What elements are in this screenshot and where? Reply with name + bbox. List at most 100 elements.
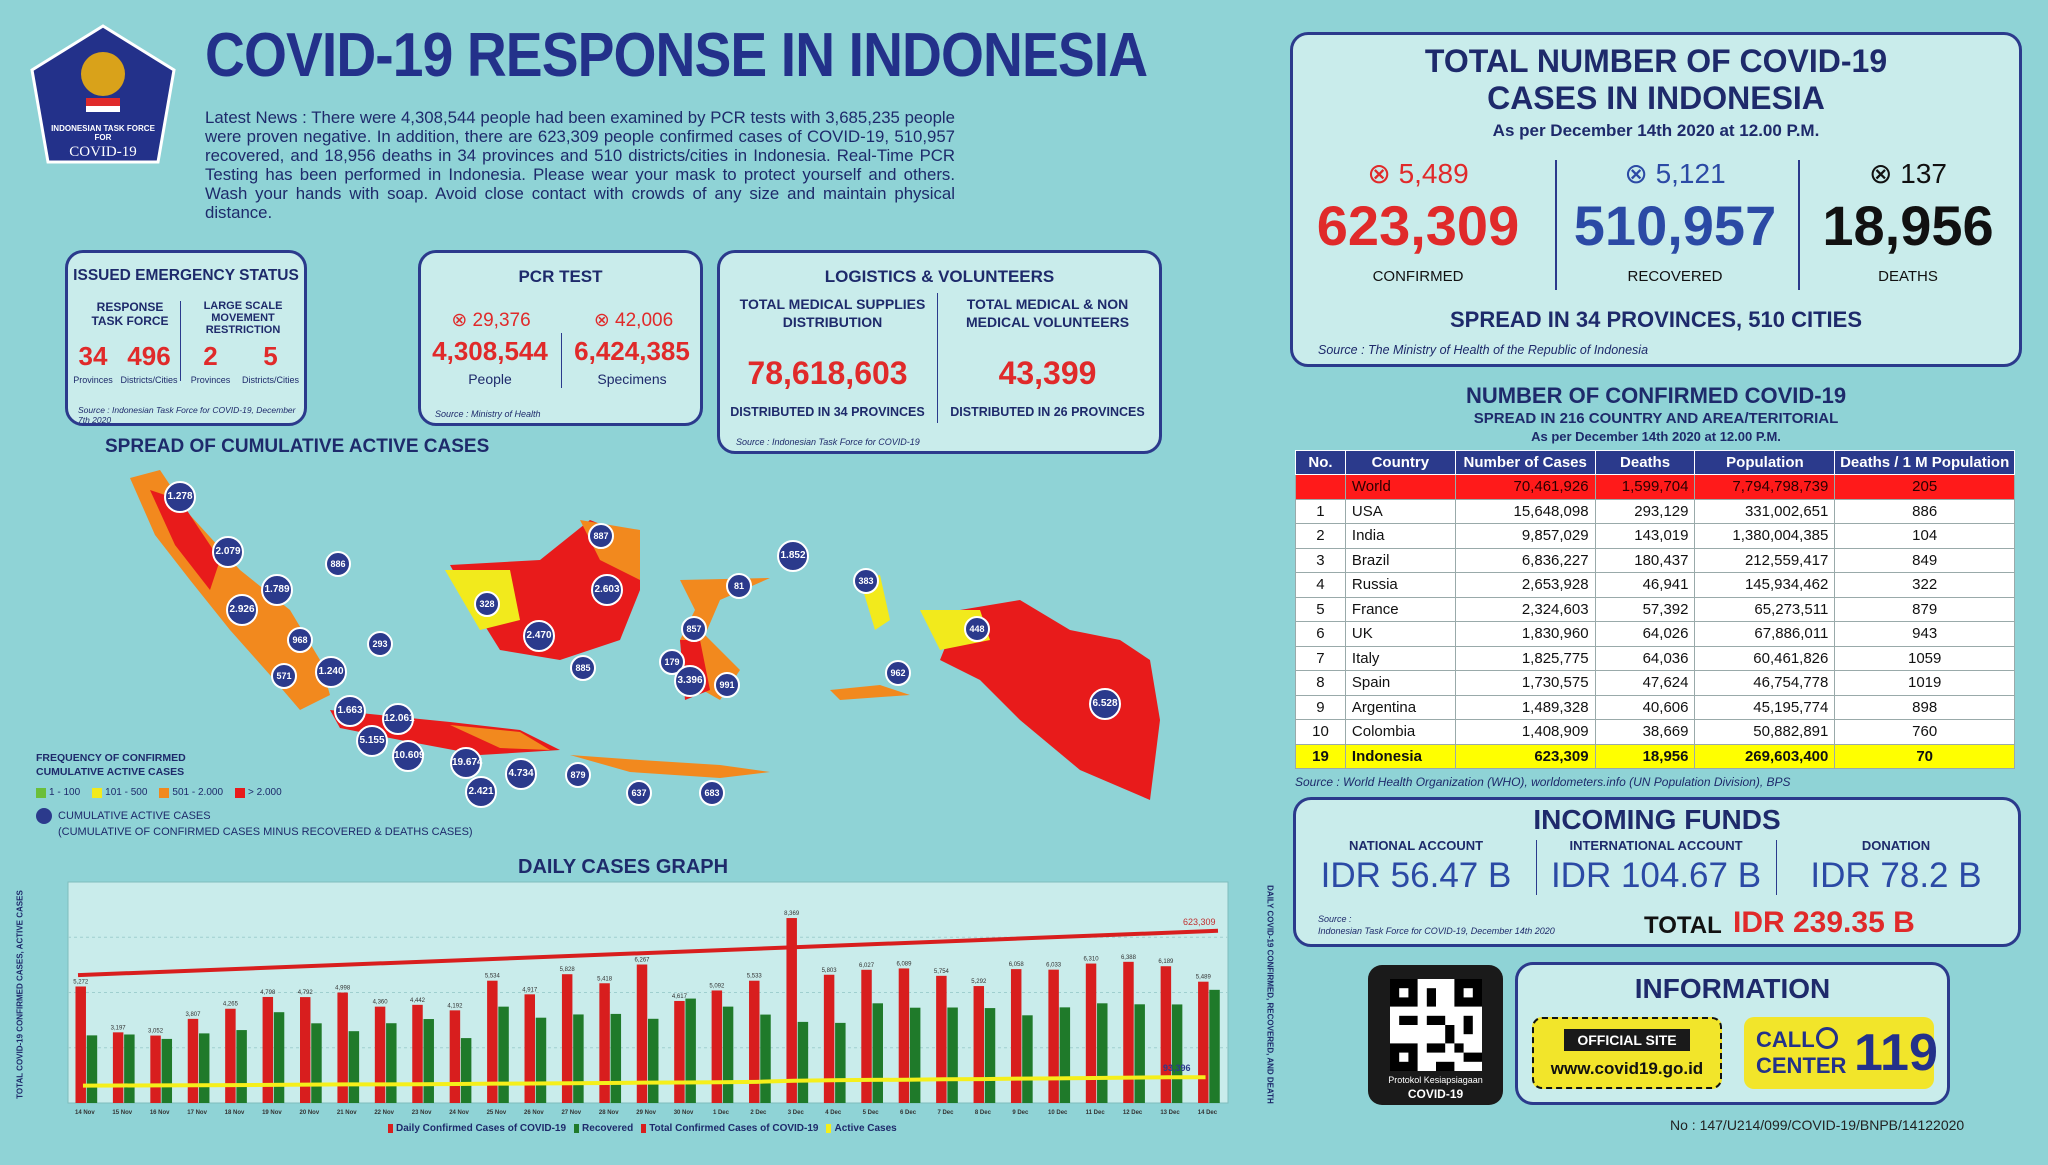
cell-deaths-per-m: 886 — [1834, 498, 2015, 524]
document-number: No : 147/U214/099/COVID-19/BNPB/14122020 — [1670, 1117, 1965, 1133]
confirmed-bar — [187, 1018, 199, 1103]
active-cases-bubble: 1.789 — [261, 574, 293, 606]
recovered-bar — [685, 998, 696, 1103]
confirmed-data-label: 6,189 — [1158, 959, 1174, 965]
information-title: INFORMATION — [1634, 973, 1831, 1004]
confirmed-bar — [374, 1006, 386, 1103]
legend-label: 501 - 2.000 — [172, 787, 224, 799]
recovered-bar — [760, 1014, 771, 1103]
active-cases-bubble: 885 — [570, 655, 596, 681]
x-tick-label: 28 Nov — [599, 1110, 619, 1116]
funds-total-value: IDR 239.35 B — [1733, 906, 1915, 939]
cell-country: World — [1344, 474, 1456, 500]
recovered-value: 510,957 — [1573, 194, 1777, 257]
confirmed-bar — [823, 974, 835, 1103]
active-cases-bubble: 19.674 — [450, 747, 483, 779]
cell-deaths: 180,437 — [1594, 547, 1696, 573]
confirmed-data-label: 6,027 — [859, 963, 875, 969]
cell-deaths-per-m: 205 — [1834, 474, 2015, 500]
official-site-button[interactable]: OFFICIAL SITE www.covid19.go.id — [1532, 1017, 1722, 1089]
chart-legend-swatch — [641, 1124, 647, 1133]
confirmed-data-label: 4,442 — [410, 998, 426, 1004]
confirmed-bar — [561, 974, 573, 1103]
cell-cases: 623,309 — [1454, 743, 1596, 769]
logo-covid-text: COVID-19 — [69, 144, 137, 160]
legend-title: FREQUENCY OF CONFIRMED — [36, 752, 186, 764]
confirmed-data-label: 8,369 — [784, 911, 800, 917]
confirmed-value: 623,309 — [1316, 194, 1520, 257]
active-cases-bubble: 1.852 — [777, 540, 809, 572]
confirmed-data-label: 4,192 — [447, 1003, 463, 1009]
recovered-bar — [386, 1023, 397, 1103]
active-cases-bubble: 1.240 — [315, 656, 347, 688]
confirmed-bar — [300, 997, 311, 1103]
pcr-test-panel: PCR TEST ⊗ 29,376 ⊗ 42,006 4,308,544 6,4… — [418, 250, 703, 426]
confirmed-bar — [337, 992, 348, 1103]
deaths-increase: ⊗ 137 — [1869, 158, 1947, 189]
psbb-districts-label: Districts/Cities — [241, 375, 299, 385]
information-panel: INFORMATION OFFICIAL SITE www.covid19.go… — [1515, 962, 1950, 1105]
total-confirmed-line — [77, 928, 1219, 978]
active-cases-bubble: 10.609 — [392, 740, 425, 772]
active-cases-bubble: 879 — [565, 762, 591, 788]
recovered-bar — [1134, 1004, 1145, 1103]
funds-total-label: TOTAL — [1644, 912, 1722, 939]
cell-no — [1295, 474, 1346, 500]
x-tick-label: 10 Dec — [1048, 1110, 1068, 1116]
cell-deaths: 57,392 — [1594, 596, 1696, 622]
confirmed-data-label: 3,197 — [111, 1025, 127, 1031]
x-tick-label: 5 Dec — [863, 1110, 880, 1116]
chart-legend-swatch — [826, 1124, 832, 1133]
active-cases-line — [82, 1075, 1206, 1088]
cell-cases: 1,825,775 — [1454, 645, 1596, 671]
divider — [937, 293, 938, 423]
cell-country: Argentina — [1344, 694, 1456, 720]
confirmed-bar — [1123, 961, 1134, 1103]
qr-card[interactable]: Protokol Kesiapsiagaan COVID-19 — [1368, 965, 1503, 1105]
confirmed-bar — [786, 918, 797, 1103]
psbb-provinces-label: Provinces — [190, 375, 231, 385]
cell-deaths: 143,019 — [1594, 523, 1696, 549]
logo-text: INDONESIAN TASK FORCE FOR — [51, 124, 155, 142]
cell-deaths: 64,036 — [1594, 645, 1696, 671]
confirmed-bar — [1198, 981, 1209, 1103]
confirmed-bar — [449, 1010, 461, 1103]
cell-population: 50,882,891 — [1694, 719, 1836, 745]
logistics-title: LOGISTICS & VOLUNTEERS — [824, 267, 1055, 286]
pcr-title: PCR TEST — [518, 267, 603, 286]
legend-swatch — [92, 787, 103, 798]
recovered-bar — [909, 1007, 921, 1103]
x-tick-label: 30 Nov — [674, 1110, 694, 1116]
chart-legend-label: Total Confirmed Cases of COVID-19 — [649, 1123, 819, 1134]
active-cases-bubble: 81 — [726, 573, 752, 599]
col-deaths: Deaths — [1594, 450, 1696, 475]
confirmed-data-label: 5,533 — [747, 974, 763, 980]
cell-no: 7 — [1295, 645, 1346, 671]
divider — [561, 333, 562, 388]
recovered-bar — [610, 1013, 622, 1103]
confirmed-bar — [973, 986, 985, 1103]
national-label: NATIONAL ACCOUNT — [1348, 838, 1484, 853]
pcr-specimen-value: 6,424,385 — [574, 336, 690, 366]
cell-cases: 70,461,926 — [1454, 474, 1596, 500]
cell-population: 7,794,798,739 — [1694, 474, 1836, 500]
x-tick-label: 26 Nov — [524, 1110, 544, 1116]
active-cases-bubble: 968 — [287, 627, 313, 653]
active-cases-bubble: 6.528 — [1089, 688, 1121, 720]
deaths-inc-value: 137 — [1900, 158, 1947, 189]
deaths-value: 18,956 — [1822, 194, 1994, 257]
world-title: NUMBER OF CONFIRMED COVID-19 — [1465, 383, 1847, 408]
confirmed-data-label: 4,917 — [522, 987, 538, 993]
cell-population: 67,886,011 — [1694, 621, 1836, 647]
confirmed-bar — [674, 1000, 685, 1103]
recovered-bar — [311, 1023, 322, 1103]
cell-no: 5 — [1295, 596, 1346, 622]
active-cases-bubble: 2.421 — [465, 776, 497, 808]
cell-deaths-per-m: 104 — [1834, 523, 2015, 549]
col-country: Country — [1344, 450, 1456, 475]
confirmed-bar — [898, 968, 910, 1103]
x-tick-label: 8 Dec — [975, 1110, 992, 1116]
supplies-foot: DISTRIBUTED IN 34 PROVINCES — [730, 405, 925, 419]
call-center-button[interactable]: CALL CENTER 119 — [1744, 1017, 1938, 1089]
recovered-bar — [722, 1006, 734, 1103]
